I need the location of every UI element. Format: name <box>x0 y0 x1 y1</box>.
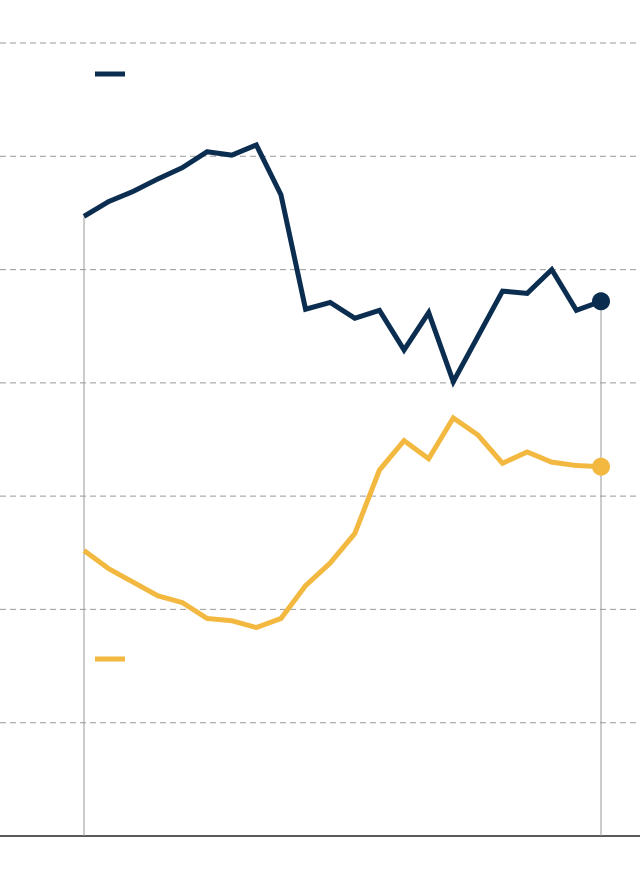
series-line <box>82 414 602 631</box>
end-dot <box>592 292 610 311</box>
series-line <box>82 141 602 388</box>
end-dot <box>592 457 610 476</box>
